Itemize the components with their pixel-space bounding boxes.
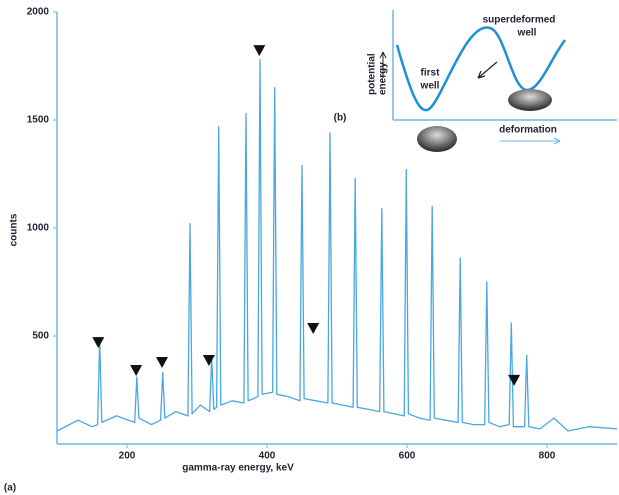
peak-marker — [156, 356, 168, 368]
inset-axis-label: potential — [367, 53, 378, 95]
spectrum-line — [56, 58, 618, 432]
arrow — [379, 51, 387, 78]
nucleus-shape — [417, 126, 457, 152]
potential-curve — [395, 26, 567, 112]
nucleus-shape — [508, 89, 552, 111]
peak-marker — [253, 45, 266, 57]
inset-text: superdeformed — [483, 15, 556, 26]
y-axis-label: counts — [9, 213, 20, 246]
peak-marker — [92, 337, 105, 349]
arrow — [477, 61, 498, 79]
x-tick-label: 800 — [539, 451, 556, 462]
inset-text: well — [517, 28, 537, 39]
x-tick-label: 400 — [259, 451, 276, 462]
peak-marker — [307, 323, 320, 335]
peak-marker — [202, 355, 215, 367]
plot-area: 500 1000 1500 2000 200 400 600 800 — [27, 7, 618, 462]
inset-text: first — [421, 68, 441, 79]
y-tick-label: 1500 — [27, 115, 50, 126]
x-axis-label: gamma-ray energy, keV — [182, 463, 294, 474]
inset: superdeformed well first well potential … — [334, 10, 617, 152]
peak-marker — [508, 374, 521, 386]
x-tick-label: 600 — [399, 451, 416, 462]
inset-axis-label: deformation — [499, 125, 557, 136]
y-tick-label: 2000 — [27, 7, 50, 18]
peak-marker — [130, 364, 143, 376]
inset-text: well — [420, 81, 440, 92]
panel-label: (a) — [4, 483, 16, 494]
arrow — [500, 137, 561, 145]
x-tick-label: 200 — [119, 451, 136, 462]
y-tick-label: 1000 — [27, 223, 50, 234]
y-tick-label: 500 — [32, 331, 49, 342]
inset-axis-label: energy — [378, 62, 389, 95]
panel-label: (b) — [334, 113, 347, 124]
